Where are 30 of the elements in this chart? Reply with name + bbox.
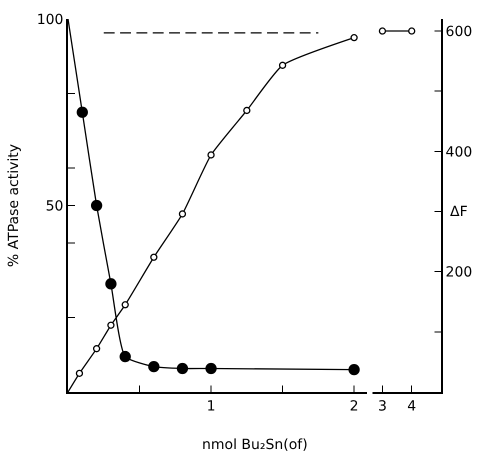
point (207, 151, 215, 159)
y2-tick-label: 600 (446, 24, 472, 40)
x-tick-label: 2 (350, 398, 359, 415)
point (76, 370, 84, 377)
x-tick-label: 3 (378, 398, 387, 415)
point (76, 106, 88, 118)
point (176, 362, 188, 374)
point (243, 106, 250, 114)
point (90, 200, 102, 212)
y2-tick-label: 400 (446, 144, 472, 160)
point (148, 360, 160, 372)
point (278, 62, 286, 69)
x-tick-label: 1 (206, 398, 216, 415)
point (205, 362, 217, 374)
point (150, 254, 158, 261)
point (120, 350, 131, 362)
point (105, 278, 117, 290)
point (350, 34, 358, 42)
point (122, 301, 129, 308)
point (178, 210, 186, 218)
point (348, 364, 360, 376)
y-tick-label: 100 (36, 12, 64, 28)
x-axis-title: nmol Bu₂Sn(of) (202, 437, 308, 453)
y-tick-label: 50 (46, 198, 64, 214)
point (92, 345, 100, 352)
y2-axis-title: ΔF (450, 204, 468, 220)
y-axis-title: % ATPase activity (6, 144, 22, 268)
x-tick-label: 4 (407, 398, 416, 415)
y2-tick-label: 200 (446, 264, 472, 281)
point (107, 322, 115, 329)
